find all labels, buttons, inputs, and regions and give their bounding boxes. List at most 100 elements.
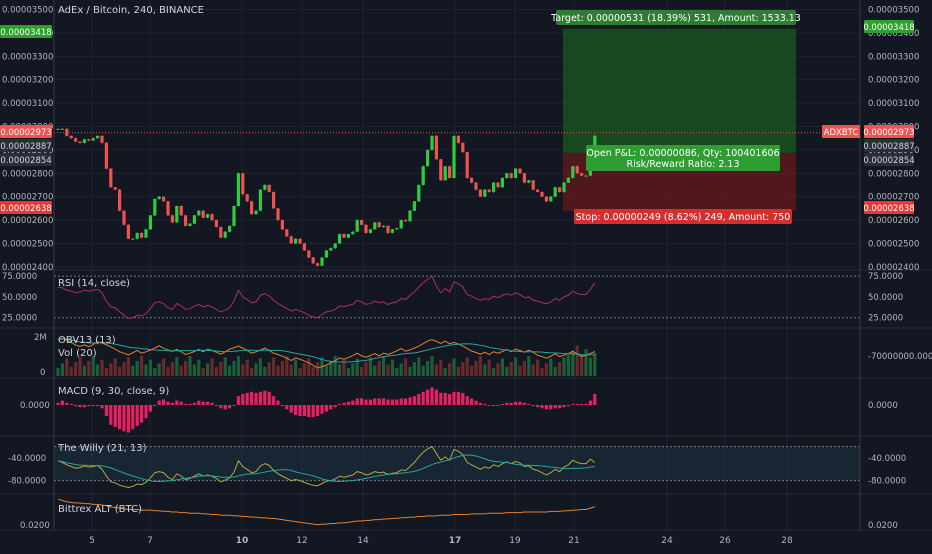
right-price-label: 0.00002700 bbox=[868, 193, 919, 203]
candle-body bbox=[430, 135, 434, 150]
macd-histogram-bar bbox=[443, 392, 447, 405]
volume-bar bbox=[272, 357, 276, 376]
candle-body bbox=[179, 206, 183, 216]
macd-histogram-bar bbox=[100, 405, 104, 409]
long-position-tool[interactable]: Target: 0.00000531 (18.39%) 531, Amount:… bbox=[550, 10, 801, 224]
volume-bar bbox=[404, 358, 408, 376]
candle-body bbox=[245, 194, 249, 202]
right-current-tag-box bbox=[864, 125, 914, 138]
macd-histogram-bar bbox=[404, 398, 408, 405]
candle-body bbox=[294, 238, 298, 244]
candle-body bbox=[364, 224, 368, 233]
candle-body bbox=[276, 208, 280, 221]
candle-body bbox=[562, 182, 566, 192]
candle-body bbox=[148, 215, 152, 230]
macd-title: MACD (9, 30, close, 9) bbox=[58, 386, 169, 397]
volume-bar bbox=[91, 356, 95, 376]
macd-histogram-bar bbox=[470, 398, 474, 405]
right-price-label: 0.00003200 bbox=[868, 76, 919, 86]
macd-histogram-bar bbox=[170, 402, 174, 405]
left-current-tag-box bbox=[0, 125, 52, 138]
volume-bar bbox=[346, 368, 350, 376]
volume-bar bbox=[395, 368, 399, 376]
macd-histogram-bar bbox=[434, 389, 438, 405]
macd-histogram-bar bbox=[74, 405, 78, 407]
time-label: 14 bbox=[357, 536, 369, 546]
macd-histogram-bar bbox=[544, 405, 548, 410]
volume-bar bbox=[333, 356, 337, 376]
macd-histogram-bar bbox=[360, 398, 364, 405]
willy-signal-line bbox=[57, 454, 595, 482]
target-label-box bbox=[556, 10, 796, 25]
volume-bar bbox=[250, 368, 254, 376]
volume-bar bbox=[588, 357, 592, 376]
left-price-label: 0.00002400 bbox=[2, 263, 53, 273]
candle-body bbox=[465, 152, 469, 178]
vol-left-axis-label: 0 bbox=[40, 368, 45, 378]
volume-bar bbox=[342, 359, 346, 376]
volume-bar bbox=[153, 368, 157, 376]
candle-body bbox=[250, 201, 254, 215]
volume-bar bbox=[430, 356, 434, 376]
macd-histogram-bar bbox=[148, 405, 152, 412]
volume-bar bbox=[329, 360, 333, 376]
candle-body bbox=[351, 231, 355, 235]
volume-bar bbox=[214, 366, 218, 376]
volume-bar bbox=[148, 359, 152, 376]
macd-histogram-bar bbox=[377, 398, 381, 405]
candle-body bbox=[166, 201, 170, 216]
grid-lines bbox=[54, 0, 860, 530]
candle-body bbox=[144, 229, 148, 238]
candle-body bbox=[333, 243, 337, 249]
macd-histogram-bar bbox=[285, 405, 289, 410]
volume-bar bbox=[355, 358, 359, 376]
volume-bar bbox=[219, 362, 223, 376]
volume-bar bbox=[514, 357, 518, 376]
volume-bar bbox=[509, 362, 513, 376]
volume-bar bbox=[368, 357, 372, 376]
volume-bar bbox=[461, 362, 465, 376]
candle-body bbox=[122, 210, 126, 225]
volume-bar bbox=[82, 365, 86, 376]
macd-histogram-bar bbox=[135, 405, 139, 426]
volume-bar bbox=[294, 359, 298, 376]
candle-body bbox=[241, 173, 245, 195]
candle-body bbox=[496, 182, 500, 188]
candle-body bbox=[184, 215, 188, 226]
volume-bar bbox=[87, 360, 91, 376]
macd-histogram-bar bbox=[131, 405, 135, 430]
pnl-label: Open P&L: 0.00000086, Qty: 100401606 bbox=[586, 148, 779, 159]
left-level-a-tag: 0.00002887 bbox=[0, 142, 51, 152]
volume-bar bbox=[228, 365, 232, 376]
volume-bar bbox=[126, 357, 130, 376]
volume-bar bbox=[162, 358, 166, 376]
left-price-label: 0.00003300 bbox=[2, 52, 53, 62]
volume-bar bbox=[276, 365, 280, 376]
macd-histogram-bar bbox=[355, 398, 359, 405]
candle-body bbox=[509, 173, 513, 178]
alt-axis-label: 0.0200 bbox=[868, 521, 898, 531]
rsi-left-axis-label: 25.0000 bbox=[2, 314, 37, 324]
left-price-label: 0.00003200 bbox=[2, 76, 53, 86]
time-label: 10 bbox=[236, 536, 249, 546]
candle-body bbox=[544, 196, 548, 202]
right-price-label: 0.00002400 bbox=[868, 263, 919, 273]
stop-label: Stop: 0.00000249 (8.62%) 249, Amount: 75… bbox=[576, 212, 791, 223]
right-level-b-tag: 0.00002854 bbox=[863, 156, 914, 166]
macd-histogram-bar bbox=[439, 392, 443, 405]
volume-bar bbox=[311, 366, 315, 376]
left-target-tag: 0.00003418 bbox=[0, 28, 51, 38]
macd-histogram-bar bbox=[399, 398, 403, 405]
time-axis[interactable]: 5 7 10 12 14 17 19 21 24 26 28 bbox=[0, 529, 932, 546]
volume-bar bbox=[408, 366, 412, 376]
candle-body bbox=[324, 250, 328, 258]
volume-bar bbox=[544, 363, 548, 376]
volume-bar bbox=[426, 360, 430, 376]
volume-bar bbox=[184, 360, 188, 376]
candle-body bbox=[263, 184, 267, 190]
macd-histogram-bar bbox=[509, 402, 513, 405]
volume-bar bbox=[69, 366, 73, 376]
macd-histogram-bar bbox=[496, 405, 500, 406]
